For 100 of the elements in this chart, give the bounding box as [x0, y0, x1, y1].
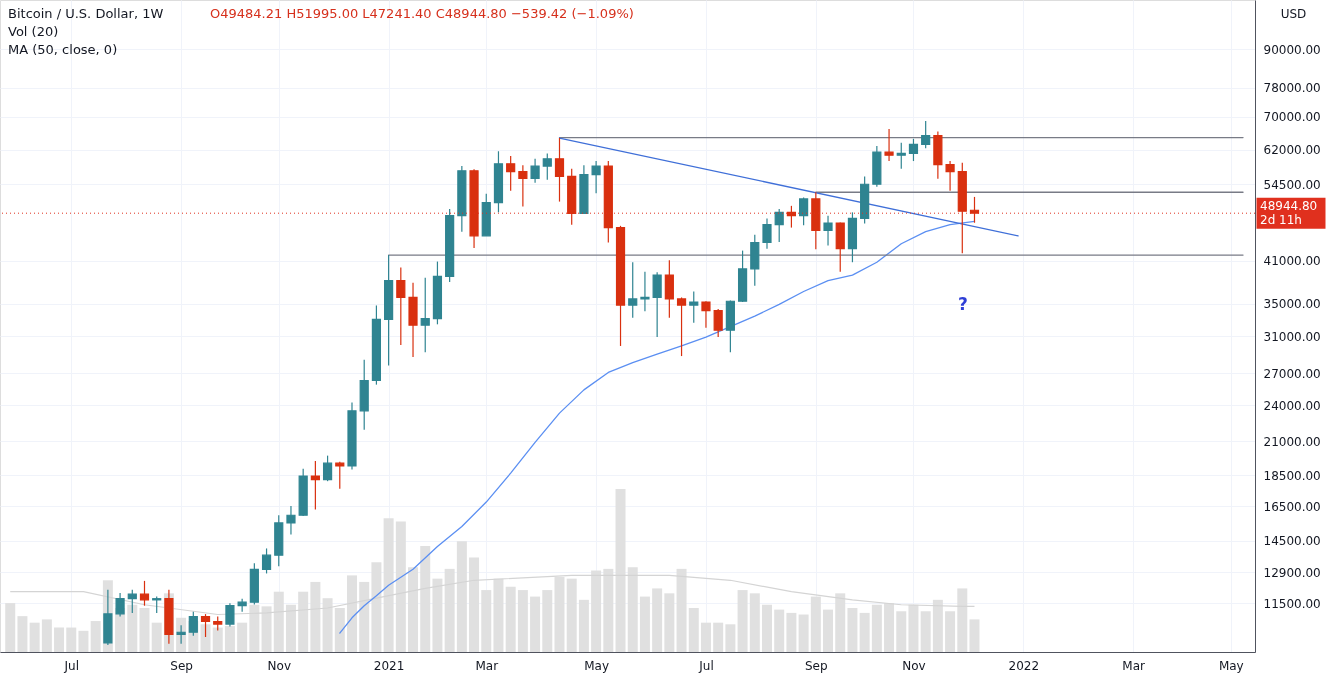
bar	[542, 590, 553, 652]
candlestick	[664, 259, 674, 319]
x-tick-label: May	[1218, 658, 1244, 673]
candlestick	[652, 271, 662, 338]
annotation: MA (50, close, 0)	[8, 42, 118, 57]
candlestick	[689, 290, 699, 324]
bar	[688, 607, 699, 652]
bar	[786, 612, 797, 652]
bar	[237, 622, 248, 652]
bar	[725, 624, 736, 652]
x-tick-label: 2022	[1008, 658, 1040, 673]
bar	[652, 588, 663, 652]
candlestick	[823, 215, 833, 247]
chart-subtitle: O49484.21 H51995.00 L47241.40 C48944.80 −539.42 (−1.09%)	[210, 6, 634, 21]
bar	[78, 630, 89, 652]
candlestick	[322, 455, 333, 482]
candlestick	[591, 160, 601, 194]
x-tick-label: Jul	[63, 658, 79, 673]
bar	[224, 625, 235, 652]
bar	[41, 619, 52, 652]
bar	[896, 611, 907, 652]
bar	[54, 627, 65, 652]
y-tick-label: 14500.00	[1263, 534, 1321, 549]
x-tick-label: Sep	[170, 658, 193, 673]
bar	[713, 622, 724, 652]
y-tick-label: 24000.00	[1263, 398, 1321, 413]
x-tick-label: Jul	[698, 658, 714, 673]
y-tick-label: 18500.00	[1263, 468, 1321, 483]
x-tick-label: 2021	[373, 658, 405, 673]
candlestick	[774, 208, 784, 243]
y-tick-label: 31000.00	[1263, 329, 1321, 344]
y-tick-label: 27000.00	[1263, 366, 1321, 381]
bar	[5, 603, 16, 652]
bar	[151, 622, 162, 652]
candlestick	[896, 142, 906, 170]
chart-title: Bitcoin / U.S. Dollar, 1W	[8, 6, 164, 21]
x-tick-label: Sep	[805, 658, 828, 673]
candlestick	[530, 158, 540, 184]
y-tick-label: 16500.00	[1263, 499, 1321, 514]
candlestick	[713, 308, 723, 338]
candlestick	[286, 505, 296, 536]
bar	[749, 593, 760, 652]
bar	[29, 622, 40, 652]
candlestick	[237, 598, 247, 613]
bar	[871, 604, 882, 652]
annotation: ?	[958, 294, 968, 314]
candlestick	[799, 196, 809, 226]
bar	[66, 627, 77, 652]
bar	[774, 609, 785, 652]
y-axis-title: USD	[1280, 6, 1307, 21]
bar	[139, 607, 150, 652]
bar	[481, 590, 492, 652]
y-tick-label: 21000.00	[1263, 434, 1321, 449]
candlestick	[908, 138, 919, 162]
y-tick-label: 70000.00	[1263, 110, 1321, 125]
candlestick	[554, 137, 565, 203]
candlestick	[676, 296, 687, 357]
y-tick-label: 41000.00	[1263, 254, 1321, 269]
bar	[664, 593, 675, 652]
candlestick	[261, 547, 272, 575]
y-tick-label: 62000.00	[1263, 143, 1321, 158]
candlestick	[628, 261, 638, 319]
bar	[17, 616, 28, 652]
line-series	[339, 220, 976, 634]
y-tick-label: 11500.00	[1263, 596, 1321, 611]
bar	[578, 599, 589, 652]
bar	[639, 596, 650, 652]
bar	[762, 604, 772, 652]
bar	[530, 596, 541, 652]
ref-line-label: 48944.80 2d 11h	[1260, 199, 1318, 228]
y-tick-label: 54500.00	[1263, 177, 1321, 192]
candlestick	[139, 580, 150, 607]
bar	[920, 611, 931, 652]
bar	[859, 612, 870, 652]
bar	[798, 614, 809, 652]
y-tick-label: 12900.00	[1263, 565, 1321, 580]
bar	[969, 619, 980, 652]
candlestick	[310, 460, 320, 510]
x-tick-label: Nov	[902, 658, 926, 673]
y-tick-label: 90000.00	[1263, 42, 1321, 57]
candlestick	[762, 217, 772, 250]
bar	[847, 607, 858, 652]
bar	[823, 609, 834, 652]
bar	[945, 611, 956, 652]
candlestick	[542, 152, 552, 181]
bar	[505, 586, 516, 652]
candlestick	[335, 461, 345, 490]
x-tick-label: Mar	[475, 658, 499, 673]
bar	[737, 590, 748, 652]
y-tick-label: 78000.00	[1263, 81, 1321, 96]
candlestick	[921, 120, 931, 149]
candlestick	[945, 160, 955, 192]
candlestick	[701, 300, 711, 329]
candlestick	[518, 164, 528, 207]
chart-title: Vol (20)	[8, 24, 59, 39]
bar	[700, 622, 711, 652]
candlestick	[640, 271, 650, 312]
x-tick-label: Nov	[267, 658, 291, 673]
candlestick	[884, 128, 894, 162]
candlestick	[420, 277, 430, 353]
